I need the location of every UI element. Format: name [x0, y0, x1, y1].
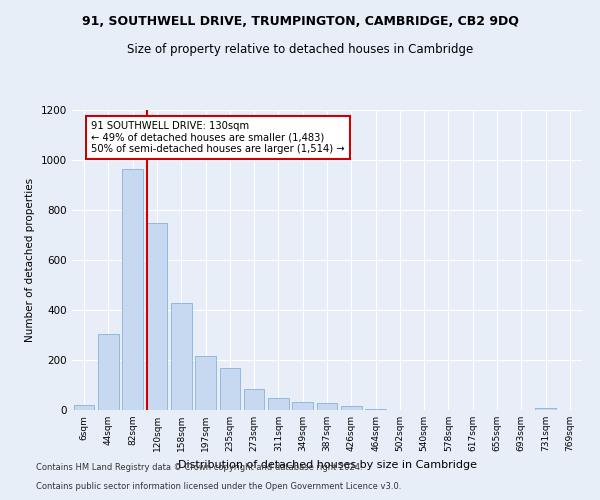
- Bar: [122, 169, 143, 410]
- Text: Contains HM Land Registry data © Crown copyright and database right 2024.: Contains HM Land Registry data © Crown c…: [36, 464, 362, 472]
- Bar: [365, 409, 386, 410]
- Text: Contains public sector information licensed under the Open Government Licence v3: Contains public sector information licen…: [36, 482, 401, 491]
- Bar: [98, 334, 119, 410]
- Text: 91 SOUTHWELL DRIVE: 130sqm
← 49% of detached houses are smaller (1,483)
50% of s: 91 SOUTHWELL DRIVE: 130sqm ← 49% of deta…: [91, 121, 345, 154]
- Bar: [195, 356, 216, 410]
- Y-axis label: Number of detached properties: Number of detached properties: [25, 178, 35, 342]
- Bar: [292, 402, 313, 410]
- Bar: [74, 404, 94, 410]
- Bar: [535, 408, 556, 410]
- X-axis label: Distribution of detached houses by size in Cambridge: Distribution of detached houses by size …: [178, 460, 476, 469]
- Text: 91, SOUTHWELL DRIVE, TRUMPINGTON, CAMBRIDGE, CB2 9DQ: 91, SOUTHWELL DRIVE, TRUMPINGTON, CAMBRI…: [82, 15, 518, 28]
- Bar: [220, 368, 240, 410]
- Bar: [146, 222, 167, 410]
- Bar: [244, 389, 265, 410]
- Bar: [171, 302, 191, 410]
- Bar: [268, 398, 289, 410]
- Text: Size of property relative to detached houses in Cambridge: Size of property relative to detached ho…: [127, 42, 473, 56]
- Bar: [341, 406, 362, 410]
- Bar: [317, 402, 337, 410]
